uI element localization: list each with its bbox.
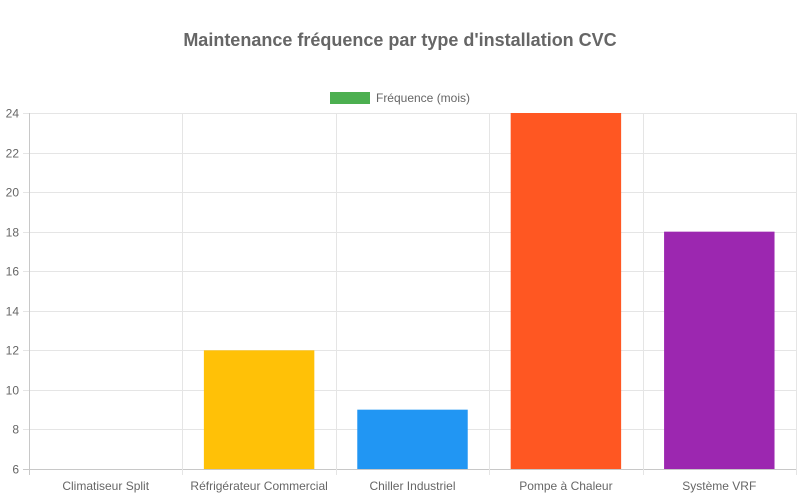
bar bbox=[357, 409, 468, 469]
legend[interactable]: Fréquence (mois) bbox=[0, 90, 800, 106]
x-tick-label: Système VRF bbox=[682, 479, 756, 493]
y-tick-label: 20 bbox=[6, 186, 20, 200]
axes: 6 8 10 12 14 16 18 20 22 24 Climatiseur Split Réfri… bbox=[6, 107, 757, 494]
y-tick-label: 8 bbox=[12, 423, 19, 437]
x-tick-label: Climatiseur Split bbox=[62, 479, 149, 493]
bars bbox=[203, 113, 775, 469]
x-tick-label: Pompe à Chaleur bbox=[519, 479, 612, 493]
y-tick-label: 18 bbox=[6, 226, 20, 240]
legend-label: Fréquence (mois) bbox=[375, 91, 471, 105]
legend-swatch bbox=[329, 92, 370, 104]
grid bbox=[23, 113, 797, 475]
chart-title: Maintenance fréquence par type d'install… bbox=[183, 30, 617, 50]
bar bbox=[510, 113, 622, 469]
bar bbox=[664, 231, 775, 469]
y-tick-label: 22 bbox=[6, 147, 20, 161]
y-tick-label: 12 bbox=[6, 344, 20, 358]
y-tick-label: 14 bbox=[6, 305, 20, 319]
y-tick-label: 24 bbox=[6, 107, 20, 121]
x-tick-label: Réfrigérateur Commercial bbox=[190, 479, 327, 493]
x-tick-label: Chiller Industriel bbox=[369, 479, 455, 493]
y-tick-label: 6 bbox=[12, 463, 19, 477]
y-tick-label: 10 bbox=[6, 384, 20, 398]
y-tick-label: 16 bbox=[6, 265, 20, 279]
bar bbox=[203, 350, 315, 469]
